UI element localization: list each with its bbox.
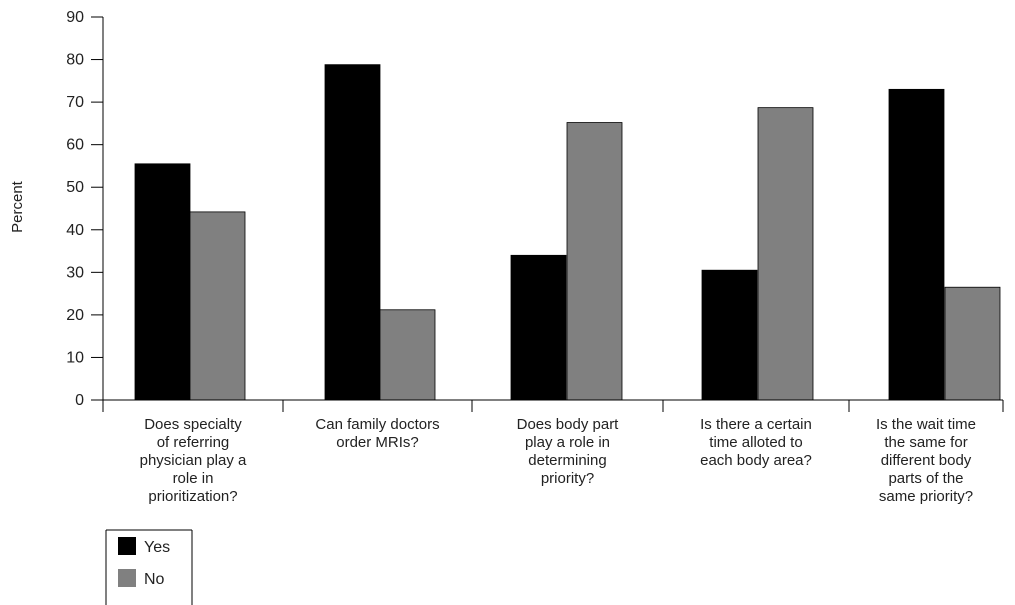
- bar-no-5: [944, 286, 1001, 401]
- x-axis-categories: Does specialty of referring physician play…: [102, 400, 1004, 505]
- y-tick-label: 40: [66, 222, 84, 239]
- y-tick-label: 60: [66, 137, 84, 154]
- legend: Yes No: [105, 529, 193, 605]
- y-tick-label: 90: [66, 9, 84, 26]
- x-category-label: Is the wait time the same for different bo…: [876, 416, 976, 505]
- x-category-label: Does specialty of referring physician play…: [140, 416, 247, 505]
- legend-swatch-no: [118, 569, 136, 587]
- bar-no-1: [189, 211, 246, 401]
- bar-no-2: [379, 309, 436, 401]
- x-category-label: Can family doctors order MRIs?: [315, 416, 439, 451]
- legend-swatch-yes: [118, 537, 136, 555]
- y-tick-label: 80: [66, 52, 84, 69]
- bar-yes-1: [134, 163, 191, 401]
- bar-no-3: [566, 122, 623, 401]
- y-tick-label: 50: [66, 179, 84, 196]
- bar-yes-2: [324, 64, 381, 401]
- bar-yes-5: [888, 88, 945, 401]
- bar-yes-4: [701, 269, 758, 401]
- bar-yes-3: [510, 254, 567, 401]
- y-tick-label: 10: [66, 349, 84, 366]
- y-axis-label: Percent: [9, 180, 26, 233]
- y-axis-ticks: 0 10 20 30 40 50 60 70 80 90: [66, 9, 103, 409]
- legend-label-no: No: [144, 571, 165, 588]
- bars: [134, 64, 1001, 401]
- legend-label-yes: Yes: [144, 539, 170, 556]
- y-tick-label: 30: [66, 264, 84, 281]
- bar-no-4: [757, 107, 814, 401]
- axes: [92, 17, 1003, 401]
- y-tick-label: 0: [75, 392, 84, 409]
- y-tick-label: 20: [66, 307, 84, 324]
- x-category-label: Is there a certain time alloted to each bo…: [700, 416, 812, 469]
- x-category-label: Does body part play a role in determining p…: [517, 416, 620, 487]
- y-tick-label: 70: [66, 94, 84, 111]
